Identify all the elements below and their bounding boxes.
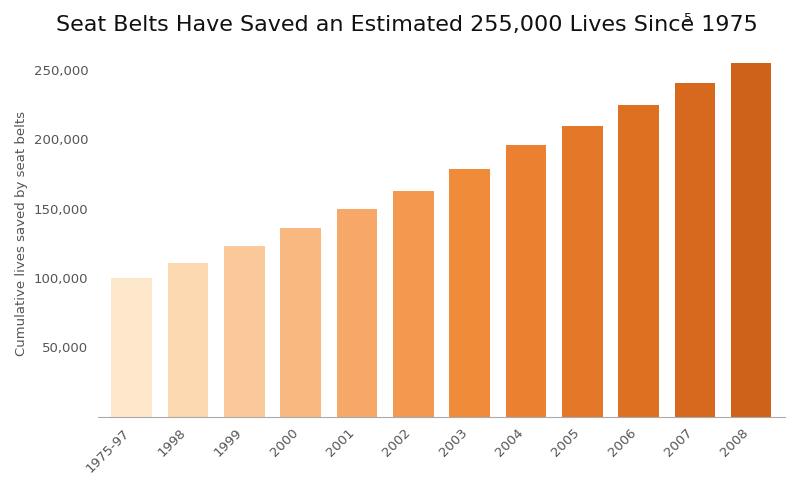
Bar <box>393 191 434 417</box>
Bar <box>337 209 378 417</box>
Bar <box>450 169 490 417</box>
Y-axis label: Cumulative lives saved by seat belts: Cumulative lives saved by seat belts <box>15 111 28 356</box>
Bar <box>618 105 659 417</box>
Bar <box>280 228 321 417</box>
Text: Seat Belts Have Saved an Estimated 255,000 Lives Since 1975: Seat Belts Have Saved an Estimated 255,0… <box>56 15 758 35</box>
Bar <box>168 263 208 417</box>
Bar <box>674 83 715 417</box>
Text: 5: 5 <box>684 12 692 25</box>
Bar <box>562 125 602 417</box>
Bar <box>224 246 265 417</box>
Bar <box>506 145 546 417</box>
Bar <box>111 278 152 417</box>
Bar <box>731 63 771 417</box>
